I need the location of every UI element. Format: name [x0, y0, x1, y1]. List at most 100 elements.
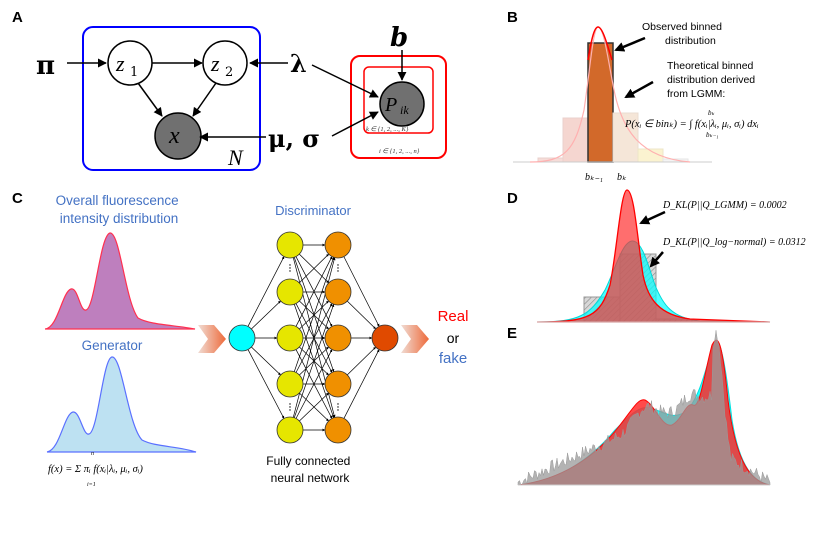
bin-probability-formula: P(xᵢ ∈ binₖ) = ∫ f(xᵢ|λᵢ, μᵢ, σᵢ) dxᵢ: [624, 119, 759, 130]
svg-text:z: z: [115, 51, 125, 76]
kl-lgmm-label: D_KL(P||Q_LGMM) = 0.0002: [662, 200, 787, 211]
hidden-node-layer-2: [324, 278, 352, 306]
input-node: [228, 324, 256, 352]
network-edge: [343, 256, 380, 327]
network-edge: [247, 349, 285, 419]
tick-b-k-minus-1: bₖ₋₁: [585, 172, 603, 183]
integral-lower-limit: bₖ₋₁: [706, 131, 719, 139]
network-edge: [293, 304, 335, 418]
theoretical-label: Theoretical binned distribution derived …: [667, 60, 758, 100]
network-edge: [299, 253, 329, 284]
observed-label: Observed binned distribution: [642, 21, 725, 47]
network-edge: [293, 257, 335, 372]
arrow-observed: [614, 36, 646, 52]
panel-c: C Overall fluorescence intensity distrib…: [12, 190, 468, 488]
network-edge: [343, 349, 380, 419]
hidden-node-layer-2: [324, 370, 352, 398]
ellipsis-dot: [337, 270, 339, 272]
ellipsis-dot: [337, 267, 339, 269]
arrow-lambda-p: [311, 64, 379, 98]
ellipsis-dot: [337, 406, 339, 408]
panel-a: A N π z 1 z 2 x λ μ, σ b P: [12, 9, 447, 171]
lambda-symbol: λ: [290, 49, 307, 78]
plate-bins-inner: [363, 66, 434, 134]
network-edge: [299, 392, 329, 422]
svg-text:x: x: [168, 123, 180, 149]
panel-label-c: C: [12, 190, 23, 207]
kl-lognormal-label: D_KL(P||Q_log−normal) = 0.0312: [662, 237, 806, 248]
svg-text:1: 1: [130, 65, 138, 80]
network-caption: Fully connected neural network: [266, 454, 353, 485]
hidden-node-layer-2: [324, 324, 352, 352]
hidden-node-layer-1: [276, 231, 304, 259]
panel-e: E: [507, 325, 771, 486]
panel-label-b: B: [507, 9, 518, 26]
ellipsis-dot: [289, 409, 291, 411]
i-range-label: i ∈ {1, 2, ..., n}: [379, 148, 420, 155]
arrow-kl-lgmm: [639, 210, 666, 225]
hidden-node-layer-1: [276, 278, 304, 306]
network-edge: [347, 346, 376, 376]
plate-n: [82, 26, 261, 171]
output-fake-label: fake: [439, 350, 467, 367]
bin-bar-highlighted: [587, 42, 614, 163]
lgmm-curve: [587, 26, 613, 61]
arrow-theoretical: [624, 80, 654, 99]
svg-text:2: 2: [225, 65, 233, 80]
output-real-label: Real: [438, 308, 469, 325]
discriminator-title: Discriminator: [275, 203, 352, 218]
hidden-node-layer-1: [276, 416, 304, 444]
ellipsis-dot: [289, 270, 291, 272]
binned-histogram: [513, 26, 712, 163]
panel-label-a: A: [12, 9, 23, 26]
generator-formula: f(x) = Σ πᵢ f(xᵢ|λᵢ, μᵢ, σᵢ): [48, 464, 143, 475]
network-edge: [251, 346, 281, 376]
network-edge: [251, 300, 281, 330]
plate-n-label: N: [227, 145, 244, 170]
hidden-node-layer-2: [324, 416, 352, 444]
flow-arrow-to-discriminator: [198, 325, 226, 353]
ellipsis-dot: [289, 264, 291, 266]
node-z2: z 2: [202, 40, 248, 86]
lgmm-fit-curve: [536, 189, 771, 323]
hidden-node-layer-1: [276, 370, 304, 398]
node-x: x: [154, 112, 202, 160]
node-z1: z 1: [107, 40, 153, 86]
integral-upper-limit: bₖ: [708, 109, 716, 117]
hidden-node-layer-1: [276, 324, 304, 352]
generator-distribution-curve: [46, 356, 197, 453]
sum-lower-limit: i=1: [87, 482, 96, 488]
arrow-kl-lognormal: [649, 251, 664, 268]
svg-text:P: P: [384, 94, 397, 116]
ellipsis-dot: [289, 267, 291, 269]
network-edge: [295, 256, 333, 327]
sum-upper-limit: n: [91, 451, 94, 457]
neural-network: [228, 231, 399, 444]
panel-d: D D_KL(P||Q_LGMM) = 0.0002 D_KL(P||Q_log…: [507, 189, 806, 323]
flow-arrow-to-output: [401, 325, 429, 353]
real-distribution-title: Overall fluorescence intensity distribut…: [56, 193, 183, 226]
network-edge: [247, 256, 285, 327]
tick-b-k: bₖ: [617, 172, 627, 183]
bin-bar: [562, 117, 589, 163]
network-edge: [347, 300, 376, 330]
b-symbol: b: [390, 23, 408, 53]
generator-title: Generator: [82, 338, 143, 353]
plate-bins-outer: [350, 55, 447, 159]
panel-label-e: E: [507, 325, 517, 342]
network-edge: [295, 349, 333, 419]
hidden-node-layer-2: [324, 231, 352, 259]
node-p-ik: P ik: [379, 81, 425, 127]
arrow-musigma-p: [331, 111, 379, 137]
arrow-z2-x: [192, 82, 217, 117]
panel-label-d: D: [507, 190, 518, 207]
k-range-label: k ∈ {1, 2, ..., K}: [366, 126, 409, 133]
output-node: [371, 324, 399, 352]
svg-text:ik: ik: [400, 103, 409, 117]
ellipsis-dot: [289, 403, 291, 405]
ellipsis-dot: [289, 406, 291, 408]
pi-symbol: π: [36, 51, 55, 81]
ellipsis-dot: [337, 403, 339, 405]
arrow-z1-x: [137, 82, 163, 117]
real-distribution-curve: [44, 232, 196, 330]
